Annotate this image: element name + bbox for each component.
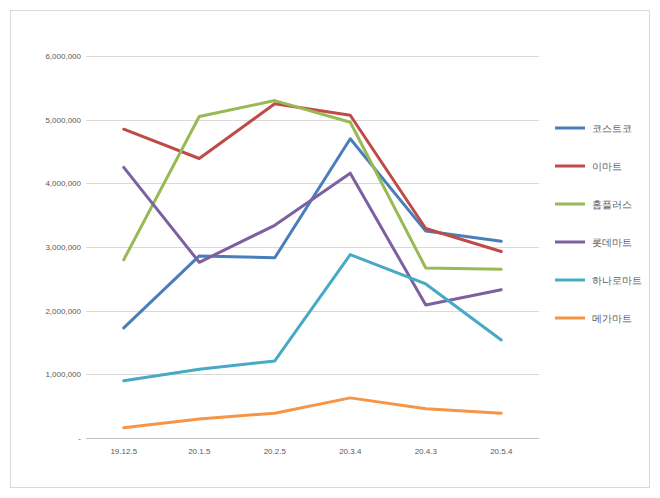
grid-line bbox=[86, 56, 539, 57]
y-tick-label: 5,000,000 bbox=[45, 116, 81, 125]
series-line bbox=[124, 101, 502, 270]
chart-border bbox=[11, 11, 650, 488]
grid-line bbox=[86, 438, 539, 439]
y-tick-label: 6,000,000 bbox=[45, 52, 81, 61]
y-tick-label: 1,000,000 bbox=[45, 370, 81, 379]
grid-line bbox=[86, 120, 539, 121]
grid-line bbox=[86, 247, 539, 248]
legend-label: 롯데마트 bbox=[592, 237, 632, 248]
plot-area bbox=[124, 101, 502, 428]
series-line bbox=[124, 398, 502, 428]
legend-label: 코스트코 bbox=[592, 123, 632, 134]
legend-label: 이마트 bbox=[592, 161, 622, 172]
x-tick-label: 20.4.3 bbox=[415, 447, 438, 456]
series-line bbox=[124, 255, 502, 381]
y-tick-label: 2,000,000 bbox=[45, 307, 81, 316]
y-tick-label: - bbox=[78, 434, 81, 443]
series-line bbox=[124, 167, 502, 305]
legend-swatch bbox=[555, 127, 585, 130]
y-tick-label: 3,000,000 bbox=[45, 243, 81, 252]
x-tick-label: 20.3.4 bbox=[339, 447, 362, 456]
legend-swatch bbox=[555, 165, 585, 168]
chart-svg: - 1,000,000 2,000,000 3,000,000 4,000,000 5,0… bbox=[0, 0, 660, 498]
x-tick-label: 20.1.5 bbox=[188, 447, 211, 456]
y-tick-label: 4,000,000 bbox=[45, 179, 81, 188]
legend-label: 메가마트 bbox=[592, 313, 632, 324]
legend-swatch bbox=[555, 279, 585, 282]
legend-swatch bbox=[555, 241, 585, 244]
grid-line bbox=[86, 183, 539, 184]
series-line bbox=[124, 104, 502, 252]
legend-swatch bbox=[555, 203, 585, 206]
legend-label: 하나로마트 bbox=[592, 275, 642, 286]
x-axis-line bbox=[86, 438, 539, 439]
grid-line bbox=[86, 311, 539, 312]
chart-container: - 1,000,000 2,000,000 3,000,000 4,000,000 5,0… bbox=[0, 0, 660, 498]
x-tick-label: 20.2.5 bbox=[264, 447, 287, 456]
legend-swatch bbox=[555, 317, 585, 320]
x-tick-label: 20.5.4 bbox=[490, 447, 513, 456]
x-tick-label: 19.12.5 bbox=[110, 447, 137, 456]
legend-label: 홈플러스 bbox=[592, 199, 632, 210]
